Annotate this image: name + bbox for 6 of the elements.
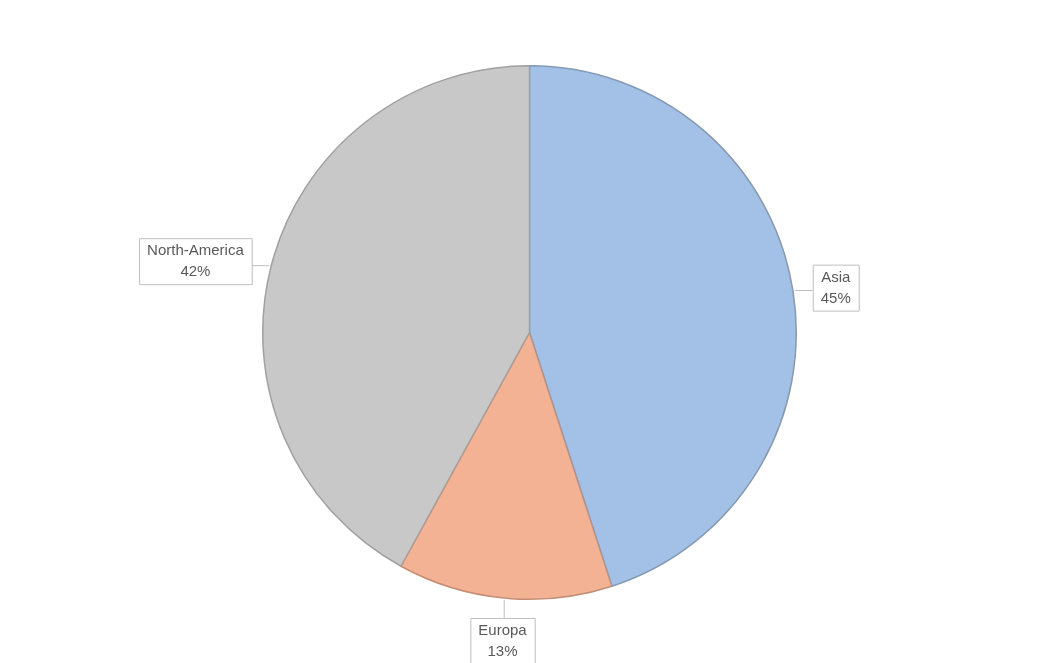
slice-label: North-America bbox=[147, 241, 245, 259]
data-label: 42% bbox=[180, 262, 211, 280]
data-label: 45% bbox=[820, 288, 851, 306]
data-label: 13% bbox=[487, 642, 518, 660]
slice-label: Europa bbox=[478, 621, 528, 639]
slice-label: Asia bbox=[821, 267, 851, 285]
